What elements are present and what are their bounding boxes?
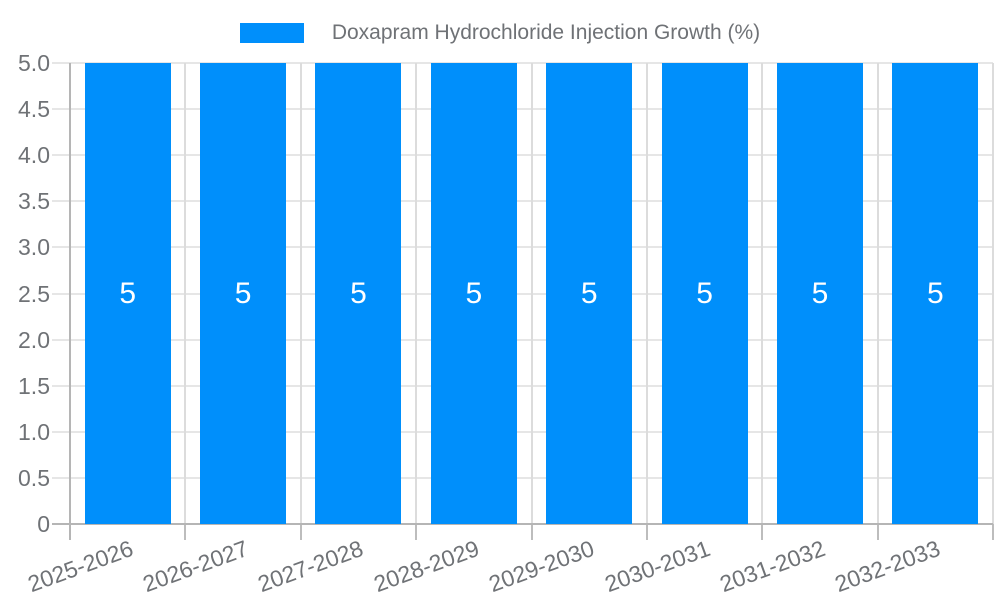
y-gridline: [52, 154, 993, 157]
bar[interactable]: [546, 63, 633, 524]
x-axis-tick: [299, 524, 302, 540]
x-axis-tick: [992, 524, 994, 540]
x-axis-category-label: 2028-2029: [370, 535, 483, 598]
bar[interactable]: [200, 63, 287, 524]
y-gridline: [52, 108, 993, 111]
bar[interactable]: [84, 63, 171, 524]
bar-value-label: 5: [811, 276, 829, 310]
bar[interactable]: [315, 63, 402, 524]
y-gridline: [52, 430, 993, 433]
x-axis-category-label: 2026-2027: [139, 535, 252, 598]
x-gridline: [876, 63, 879, 524]
y-gridline: [52, 62, 993, 64]
y-gridline: [52, 246, 993, 249]
x-axis-tick: [876, 524, 879, 540]
x-axis-category-label: 2031-2032: [716, 535, 829, 598]
x-axis-category-label: 2029-2030: [485, 535, 598, 598]
y-axis-tick-label: 4.0: [18, 142, 50, 169]
bar[interactable]: [430, 63, 517, 524]
x-gridline: [992, 63, 994, 524]
bar[interactable]: [892, 63, 979, 524]
x-axis-category-label: 2027-2028: [254, 535, 367, 598]
bar-value-label: 5: [234, 276, 252, 310]
y-gridline: [52, 476, 993, 479]
x-axis-category-label: 2032-2033: [831, 535, 944, 598]
x-axis-category-label: 2030-2031: [600, 535, 714, 598]
x-gridline: [299, 63, 302, 524]
x-axis-tick: [761, 524, 764, 540]
y-axis-tick-label: 3.0: [18, 234, 50, 261]
y-axis-tick-label: 2.5: [18, 280, 50, 307]
y-gridline: [52, 292, 993, 295]
x-gridline: [530, 63, 533, 524]
x-gridline: [415, 63, 418, 524]
y-axis-line: [69, 63, 71, 540]
x-gridline: [761, 63, 764, 524]
x-axis-category-label: 2025-2026: [23, 535, 137, 598]
x-axis-tick: [415, 524, 418, 540]
legend-series-label: Doxapram Hydrochloride Injection Growth …: [331, 21, 761, 44]
bar-value-label: 5: [580, 276, 598, 310]
y-axis-tick-label: 1.5: [18, 372, 50, 399]
x-gridline: [184, 63, 187, 524]
y-axis-tick-label: 5.0: [18, 50, 50, 76]
x-axis-tick: [184, 524, 187, 540]
y-axis-tick-label: 4.5: [18, 96, 50, 123]
bar[interactable]: [776, 63, 863, 524]
bar[interactable]: [661, 63, 748, 524]
legend-marker-swatch: [239, 23, 304, 43]
y-axis-tick-label: 0: [37, 511, 50, 537]
x-gridline: [645, 63, 648, 524]
x-axis-line: [52, 523, 993, 525]
x-axis-tick: [645, 524, 648, 540]
y-axis-tick-label: 0.5: [18, 464, 50, 491]
bar-value-label: 5: [350, 276, 367, 310]
y-gridline: [52, 200, 993, 203]
x-axis-tick: [530, 524, 533, 540]
legend[interactable]: Doxapram Hydrochloride Injection Growth …: [0, 20, 1000, 46]
y-axis-tick-label: 1.0: [18, 418, 50, 445]
bar-value-label: 5: [926, 276, 944, 310]
y-gridline: [52, 338, 993, 341]
y-axis-tick-label: 3.5: [18, 188, 50, 215]
bar-value-label: 5: [465, 276, 483, 310]
y-axis-tick-label: 2.0: [18, 326, 50, 353]
y-gridline: [52, 384, 993, 387]
bar-value-label: 5: [696, 276, 713, 310]
bar-value-label: 5: [119, 276, 137, 310]
